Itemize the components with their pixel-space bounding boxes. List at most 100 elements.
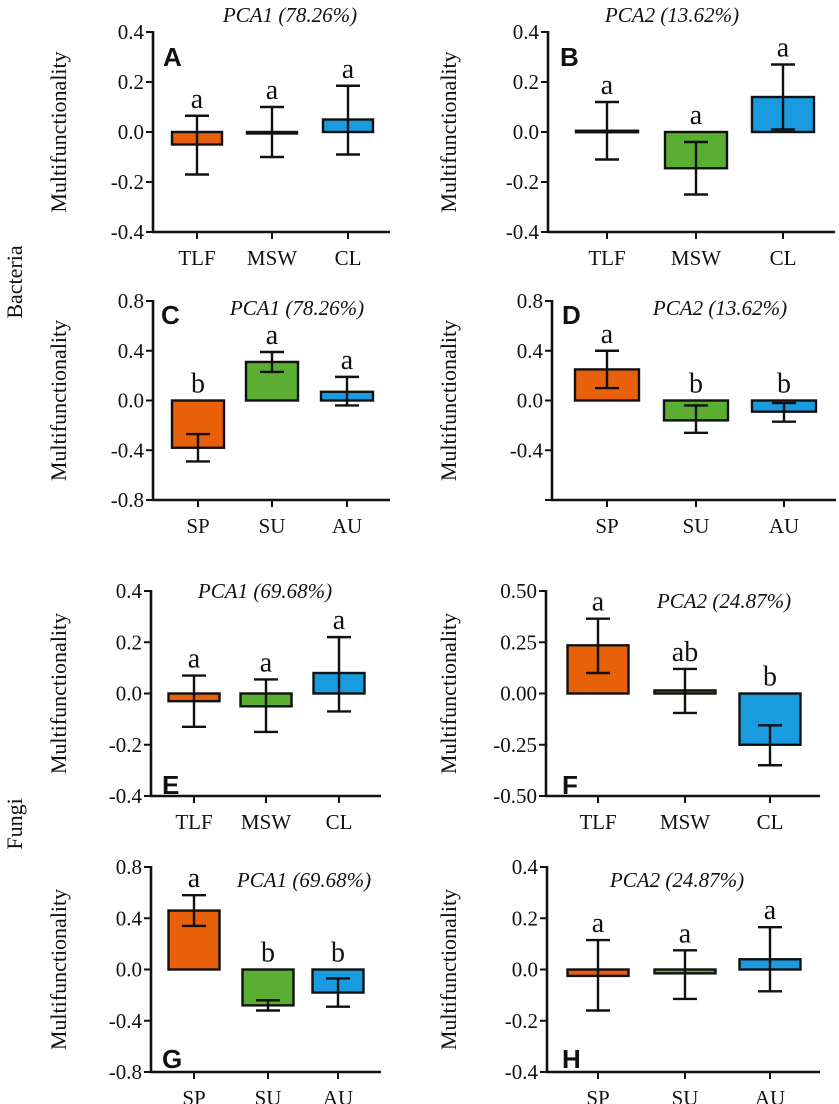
panel-letter: E (162, 770, 179, 800)
x-tick-label: TLF (178, 246, 215, 270)
x-tick-label: MSW (660, 810, 710, 834)
x-tick-label: TLF (588, 246, 625, 270)
panel-letter: G (162, 1044, 182, 1074)
x-tick-label: MSW (671, 246, 721, 270)
x-tick-label: SU (683, 514, 710, 538)
panel-c: 0.8 0.4 0.0 -0.4 -0.8 Multifunctionality PCA1 … (46, 289, 390, 538)
panel-letter: H (562, 1044, 581, 1074)
row-label-bacteria: Bacteria (2, 245, 27, 319)
panel-g: 0.8 0.4 0.0 -0.4 -0.8 Multifunctionality PCA1 … (46, 855, 381, 1104)
panel-letter: B (560, 42, 579, 72)
y-tick-label: 0.0 (512, 958, 538, 982)
significance-letter: a (260, 647, 273, 678)
panel-b: 0.4 0.2 0.0 -0.2 -0.4 Multifunctionality PCA2 … (436, 3, 835, 270)
significance-letter: a (333, 605, 346, 636)
x-tick-label: CL (770, 246, 797, 270)
y-tick-label: 0.0 (116, 958, 142, 982)
y-tick-label: -0.4 (506, 220, 540, 244)
y-tick-label: -0.50 (493, 784, 537, 808)
x-tick-label: SP (182, 1086, 205, 1104)
significance-letter: a (592, 908, 605, 939)
panel-e: 0.4 0.2 0.0 -0.2 -0.4 Multifunctionality PCA1 … (46, 579, 381, 834)
y-tick-label: 0.2 (512, 906, 538, 930)
x-tick-label: AU (769, 514, 799, 538)
y-axis-label: Multifunctionality (436, 613, 461, 774)
y-tick-label: 0.4 (513, 20, 540, 44)
panel-letter: A (163, 42, 182, 72)
x-tick-label: AU (323, 1086, 353, 1104)
significance-letter: a (342, 54, 355, 85)
significance-letter: a (592, 587, 605, 618)
y-tick-label: -0.8 (111, 488, 144, 512)
significance-letter: b (191, 369, 205, 400)
x-tick-label: AU (755, 1086, 785, 1104)
y-tick-label: -0.4 (109, 1009, 143, 1033)
y-axis-label: Multifunctionality (46, 51, 71, 212)
significance-letter: b (261, 938, 275, 969)
panel-title: PCA1 (69.68%) (236, 868, 371, 892)
x-tick-label: CL (335, 246, 362, 270)
panel-title: PCA1 (78.26%) (222, 3, 357, 27)
y-tick-label: -0.4 (111, 220, 145, 244)
y-tick-label: -0.2 (109, 733, 142, 757)
significance-letter: b (689, 369, 703, 400)
y-tick-label: -0.25 (493, 733, 537, 757)
y-tick-label: -0.2 (505, 1009, 538, 1033)
y-axis-label: Multifunctionality (436, 320, 461, 481)
y-tick-label: 0.2 (116, 630, 142, 654)
panel-title: PCA2 (24.87%) (609, 868, 744, 892)
y-tick-label: 0.2 (118, 70, 144, 94)
x-tick-label: TLF (175, 810, 212, 834)
y-tick-label: -0.4 (505, 1060, 539, 1084)
significance-letter: b (331, 938, 345, 969)
panel-f: 0.50 0.25 0.00 -0.25 -0.50 Multifunctionality… (436, 579, 820, 834)
y-tick-label: 0.50 (500, 579, 537, 603)
y-tick-label: -0.2 (111, 170, 144, 194)
y-tick-label: 0.4 (116, 906, 143, 930)
significance-letter: a (188, 644, 201, 675)
y-tick-label: 0.8 (118, 289, 144, 313)
x-tick-label: SP (595, 514, 618, 538)
panel-title: PCA1 (78.26%) (229, 296, 364, 320)
significance-letter: a (341, 345, 354, 376)
x-tick-label: SU (255, 1086, 282, 1104)
x-tick-label: MSW (241, 810, 291, 834)
significance-letter: a (601, 70, 614, 101)
y-tick-label: 0.4 (118, 339, 145, 363)
y-tick-label: -0.4 (510, 438, 544, 462)
panel-title: PCA1 (69.68%) (197, 579, 332, 603)
y-axis-label: Multifunctionality (46, 889, 71, 1050)
y-tick-label: -0.2 (506, 170, 539, 194)
significance-letter: a (764, 895, 777, 926)
y-tick-label: -0.4 (111, 438, 145, 462)
y-axis-label: Multifunctionality (436, 51, 461, 212)
x-tick-label: SP (586, 1086, 609, 1104)
y-tick-label: 0.8 (517, 289, 543, 313)
y-tick-label: 0.4 (512, 855, 539, 879)
x-tick-label: MSW (247, 246, 297, 270)
y-tick-label: -0.4 (109, 784, 143, 808)
y-tick-label: 0.4 (116, 579, 143, 603)
significance-letter: a (266, 75, 279, 106)
x-tick-label: SU (259, 514, 286, 538)
significance-letter: b (777, 369, 791, 400)
y-tick-label: 0.8 (116, 855, 142, 879)
significance-letter: a (690, 100, 703, 131)
y-tick-label: 0.0 (118, 120, 144, 144)
x-tick-label: AU (332, 514, 362, 538)
y-tick-label: 0.0 (517, 389, 543, 413)
x-tick-label: CL (757, 810, 784, 834)
x-tick-label: SP (186, 514, 209, 538)
x-tick-label: CL (326, 810, 353, 834)
significance-letter: a (601, 319, 614, 350)
y-tick-label: 0.2 (513, 70, 539, 94)
panel-h: 0.4 0.2 0.0 -0.2 -0.4 Multifunctionality PCA2 … (436, 855, 820, 1104)
significance-letter: ab (672, 637, 698, 668)
y-axis-label: Multifunctionality (46, 613, 71, 774)
y-axis-label: Multifunctionality (46, 320, 71, 481)
y-tick-label: 0.4 (517, 339, 544, 363)
y-tick-label: -0.8 (109, 1060, 142, 1084)
row-label-fungi: Fungi (2, 798, 27, 849)
x-tick-label: SU (672, 1086, 699, 1104)
